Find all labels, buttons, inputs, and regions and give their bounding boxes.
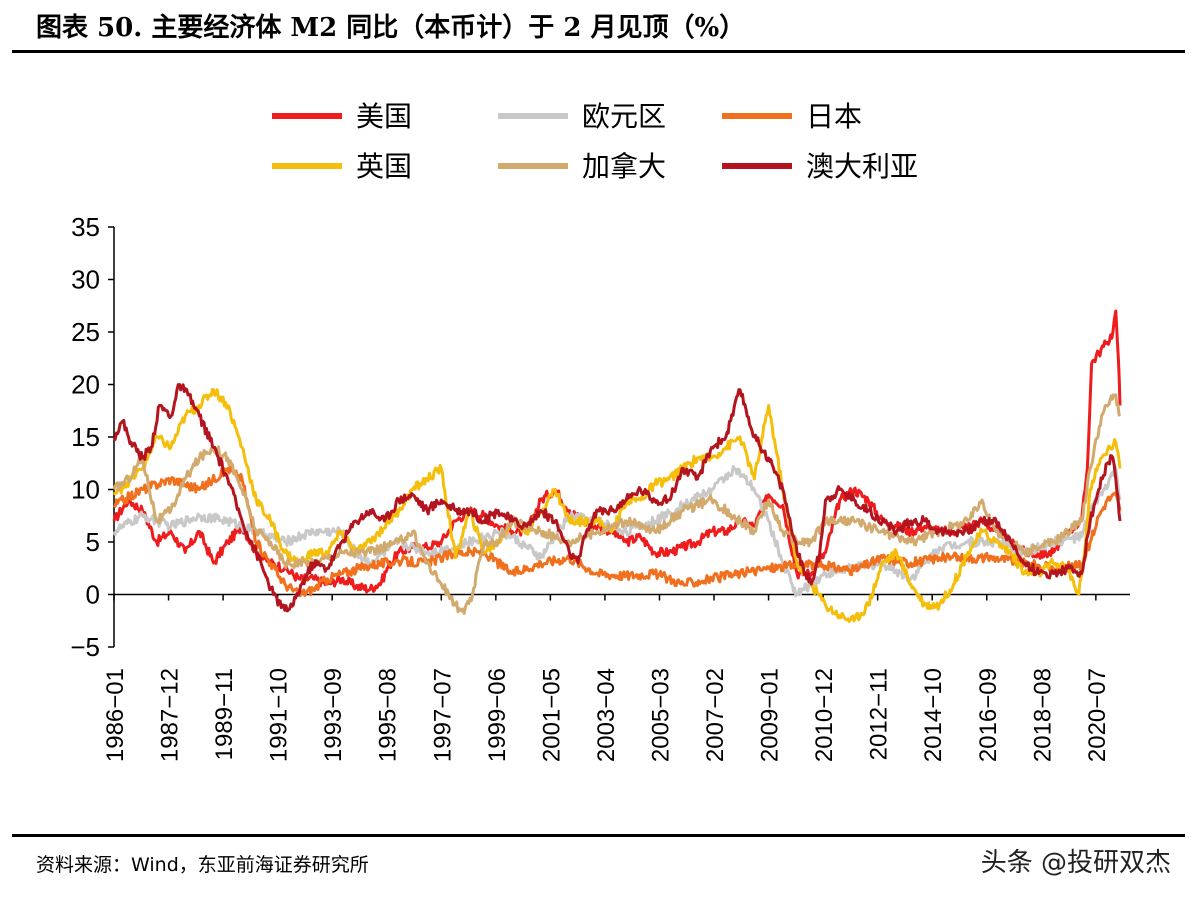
x-tick-label: 1991−10	[266, 668, 293, 762]
x-tick-label: 1997−07	[429, 668, 456, 762]
y-tick-label: 35	[71, 212, 100, 242]
x-tick-label: 2020−07	[1084, 668, 1111, 762]
x-tick-label: 1987−12	[157, 668, 184, 762]
series-line-2	[113, 465, 1122, 598]
legend-label: 澳大利亚	[806, 150, 918, 183]
series-line-5	[112, 383, 1122, 613]
x-tick-label: 1993−09	[320, 668, 347, 762]
x-tick-label: 2018−08	[1029, 668, 1056, 762]
x-tick-label: 1989−11	[211, 668, 238, 760]
y-tick-label: 5	[86, 527, 100, 557]
legend-label: 日本	[806, 100, 862, 133]
y-tick-label: 30	[71, 265, 100, 295]
y-tick-label: 15	[71, 422, 100, 452]
x-tick-label: 2009−01	[757, 668, 784, 762]
chart-title: 图表 50. 主要经济体 M2 同比（本币计）于 2 月见顶（%）	[36, 13, 746, 43]
watermark: 头条 @投研双杰	[980, 848, 1171, 878]
x-tick-label: 2012−11	[866, 668, 893, 760]
series-line-4	[112, 393, 1122, 615]
y-tick-label: 20	[71, 370, 100, 400]
x-tick-label: 2001−05	[538, 668, 565, 762]
x-tick-label: 2005−03	[647, 668, 674, 762]
x-tick-label: 1995−08	[375, 668, 402, 762]
y-tick-label: 0	[86, 580, 100, 610]
x-tick-label: 1986−01	[102, 668, 129, 762]
series-line-3	[112, 387, 1122, 623]
x-tick-label: 2016−09	[975, 668, 1002, 762]
series-line-1	[112, 464, 1122, 598]
footer-rule	[12, 834, 1185, 837]
legend-label: 美国	[356, 100, 412, 133]
x-tick-label: 1999−06	[484, 668, 511, 762]
y-tick-label: 25	[71, 317, 100, 347]
x-tick-label: 2010−12	[811, 668, 838, 762]
source-note: 资料来源：Wind，东亚前海证券研究所	[36, 854, 369, 876]
legend-label: 加拿大	[582, 150, 666, 183]
legend-label: 欧元区	[582, 100, 666, 133]
x-tick-label: 2014−10	[920, 668, 947, 762]
title-rule	[12, 50, 1185, 53]
x-tick-label: 2003−04	[593, 668, 620, 762]
chart-series	[112, 309, 1122, 623]
legend-label: 英国	[356, 150, 412, 183]
y-tick-label: 10	[71, 475, 100, 505]
x-tick-label: 2007−02	[702, 668, 729, 762]
y-tick-label: −5	[70, 632, 100, 662]
